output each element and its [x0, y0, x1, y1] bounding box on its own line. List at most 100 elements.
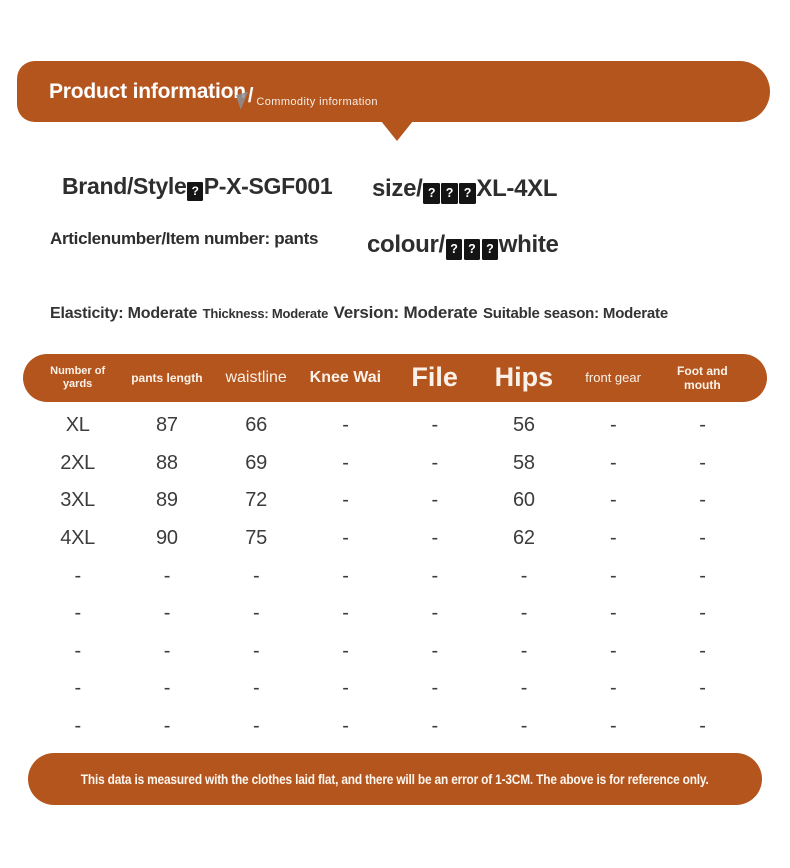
table-cell: -	[699, 451, 706, 474]
column-header-number-of-yards: Number of yards	[50, 365, 106, 390]
table-cell: -	[252, 564, 260, 587]
column-header-waistline: waistline	[225, 368, 287, 386]
table-cell: -	[699, 677, 706, 700]
column-header-hips: Hips	[494, 362, 554, 393]
page-title: Product information	[49, 79, 246, 103]
table-cell: -	[609, 639, 617, 662]
table-header: Number of yards pants length waistline K…	[23, 354, 767, 402]
table-cell: -	[342, 564, 349, 587]
missing-glyph-icon: ?	[481, 239, 498, 260]
attribute-thickness: Thickness: Moderate	[202, 306, 329, 321]
table-row: --------	[33, 557, 747, 595]
table-row: --------	[33, 633, 747, 671]
size-value: XL-4XL	[476, 175, 558, 202]
table-cell: -	[520, 677, 528, 700]
table-cell: -	[699, 602, 706, 625]
table-cell: 58	[513, 451, 535, 474]
table-row: 4XL 90 75 - - 62 - -	[33, 520, 747, 558]
table-cell: -	[699, 564, 706, 587]
table-cell: -	[342, 414, 349, 437]
table-cell: -	[609, 715, 617, 738]
missing-glyph-icon: ?	[459, 183, 476, 204]
table-row: --------	[33, 595, 747, 633]
table-cell: -	[699, 414, 706, 437]
table-cell: -	[431, 639, 438, 662]
table-cell: -	[431, 564, 438, 587]
attribute-version: Version: Moderate	[333, 303, 478, 322]
table-cell: -	[431, 451, 438, 474]
disclaimer-text: This data is measured with the clothes l…	[81, 771, 709, 787]
table-cell: -	[252, 677, 260, 700]
table-cell: -	[163, 715, 171, 738]
table-body: XL 87 66- -56- -2XL 88 69- -58- -3XL 89 72- -60- -4X…	[23, 402, 767, 745]
table-cell: -	[74, 677, 81, 700]
table-row: --------	[33, 670, 747, 708]
table-cell: 3XL	[60, 489, 95, 512]
table-cell: -	[699, 489, 706, 512]
column-header-foot-and-mouth: Foot and mouth	[677, 363, 728, 392]
table-cell: -	[431, 527, 438, 550]
table-cell: -	[609, 564, 617, 587]
table-cell: -	[431, 489, 438, 512]
table-cell: -	[699, 639, 706, 662]
colour-value: white	[498, 231, 559, 258]
table-cell: 2XL	[60, 451, 95, 474]
column-header-knee-wai: Knee Wai	[309, 368, 382, 386]
missing-glyph-icon: ?	[187, 181, 203, 202]
article-number-text: Articlenumber/Item number: pants	[50, 229, 319, 248]
table-cell: -	[252, 602, 260, 625]
slash-divider: /	[235, 85, 253, 110]
attributes-row: Elasticity: Moderate Thickness: Moderate…	[50, 303, 668, 323]
table-cell: 4XL	[60, 527, 95, 550]
table-cell: -	[163, 677, 171, 700]
disclaimer-banner: This data is measured with the clothes l…	[28, 753, 762, 805]
table-cell: 72	[245, 489, 267, 512]
table-cell: -	[609, 602, 617, 625]
missing-glyph-icon: ?	[445, 239, 462, 260]
table-cell: 66	[245, 414, 267, 437]
table-cell: -	[520, 639, 528, 662]
table-cell: -	[252, 715, 260, 738]
table-cell: -	[609, 677, 617, 700]
size-label: size/	[372, 175, 423, 202]
missing-glyph-icon: ?	[423, 183, 440, 204]
brand-style-line: Brand/Style? P-X-SGF001	[62, 173, 333, 202]
table-cell: 69	[245, 451, 267, 474]
table-cell: -	[74, 564, 81, 587]
table-cell: -	[609, 527, 617, 550]
table-cell: -	[699, 527, 706, 550]
table-row: --------	[33, 708, 747, 746]
table-cell: -	[163, 602, 171, 625]
missing-glyph-icon: ?	[441, 183, 458, 204]
table-cell: -	[342, 602, 349, 625]
table-cell: -	[699, 715, 706, 738]
article-number-line: Articlenumber/Item number: pants	[50, 229, 318, 249]
colour-label: colour/	[367, 231, 445, 258]
table-cell: -	[342, 489, 349, 512]
size-table: Number of yards pants length waistline K…	[23, 354, 767, 745]
column-header-pants-length: pants length	[131, 370, 203, 385]
table-cell: -	[74, 715, 81, 738]
table-cell: -	[431, 715, 438, 738]
table-cell: -	[342, 677, 349, 700]
table-cell: -	[609, 451, 617, 474]
table-cell: 62	[513, 527, 535, 550]
table-cell: -	[609, 489, 617, 512]
banner-pointer-triangle	[381, 121, 413, 141]
table-cell: -	[163, 564, 171, 587]
table-cell: -	[342, 639, 349, 662]
table-cell: 88	[156, 451, 178, 474]
table-cell: -	[431, 414, 438, 437]
table-cell: -	[342, 451, 349, 474]
missing-glyph-icon: ?	[463, 239, 480, 260]
table-cell: 87	[156, 414, 178, 437]
table-cell: 75	[245, 527, 267, 550]
table-cell: -	[74, 639, 81, 662]
page-subtitle: Commodity information	[256, 95, 378, 108]
table-cell: -	[520, 602, 528, 625]
attribute-elasticity: Elasticity: Moderate	[50, 305, 198, 322]
attribute-season: Suitable season: Moderate	[482, 305, 668, 322]
table-cell: -	[520, 715, 528, 738]
table-cell: -	[520, 564, 528, 587]
table-cell: 60	[513, 489, 535, 512]
